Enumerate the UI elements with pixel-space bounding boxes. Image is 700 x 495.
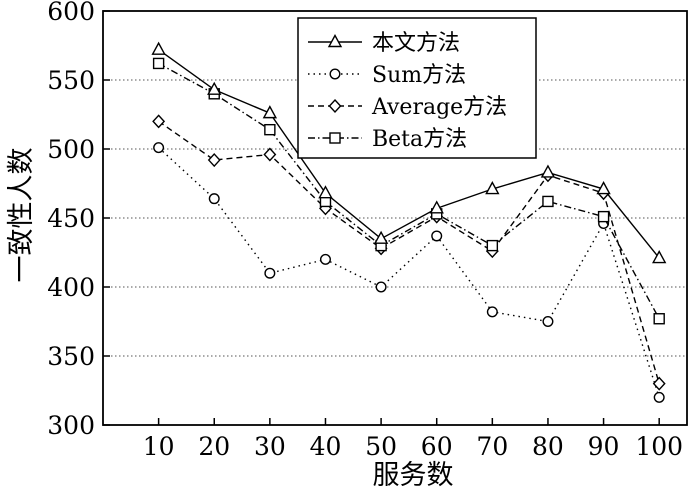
square-marker — [542, 195, 554, 208]
series-line — [158, 120, 660, 384]
y-tick-label: 400 — [47, 273, 95, 302]
x-tick-label: 80 — [532, 432, 564, 461]
tick-labels: 300 350 400 450 500 550 600 10 20 30 40 50 60 70 80 90 1… — [47, 0, 683, 461]
x-tick-label: 30 — [254, 432, 286, 461]
x-axis-label: 服务数 — [373, 460, 454, 491]
circle-marker — [486, 306, 498, 318]
circle-marker — [653, 391, 665, 403]
square-marker — [653, 313, 665, 325]
y-tick-label: 350 — [47, 342, 95, 371]
x-tick-label: 100 — [635, 432, 683, 461]
diamond-marker — [328, 98, 342, 114]
y-tick-label: 300 — [47, 411, 95, 440]
x-tick-label: 90 — [588, 432, 620, 461]
legend-item: 本文方法 — [308, 31, 460, 56]
triangle-marker — [652, 250, 667, 264]
diamond-marker — [263, 147, 277, 162]
circle-marker — [208, 193, 220, 205]
legend-label: 本文方法 — [372, 31, 460, 56]
y-tick-label: 550 — [47, 66, 95, 95]
y-axis-label: 一致性人数 — [6, 148, 37, 283]
y-tick-label: 600 — [47, 0, 95, 26]
diamond-marker — [652, 376, 666, 391]
x-tick-label: 10 — [143, 432, 175, 461]
circle-marker — [542, 316, 554, 328]
y-tick-label: 450 — [47, 204, 95, 233]
x-tick-label: 20 — [198, 432, 230, 461]
circle-marker — [264, 267, 276, 279]
x-tick-label: 50 — [365, 432, 397, 461]
triangle-marker — [485, 181, 500, 195]
triangle-marker — [151, 41, 166, 55]
legend-item: Beta方法 — [308, 127, 467, 152]
series-line — [158, 49, 660, 259]
legend: 本文方法 Sum方法 Average方法 Beta方法 — [297, 17, 537, 159]
legend-item: Sum方法 — [308, 63, 466, 88]
diamond-marker — [207, 153, 221, 168]
triangle-marker — [318, 185, 333, 199]
legend-item: Average方法 — [308, 95, 507, 120]
square-marker — [264, 123, 276, 136]
x-tick-label: 40 — [310, 432, 342, 461]
circle-marker — [153, 142, 165, 154]
x-tick-label: 60 — [421, 432, 453, 461]
diamond-marker — [152, 114, 166, 129]
circle-marker — [375, 281, 387, 293]
square-marker — [152, 57, 165, 70]
triangle-marker — [262, 105, 278, 119]
y-tick-label: 500 — [47, 135, 95, 164]
series-circle — [153, 142, 665, 403]
circle-marker — [431, 230, 443, 242]
series-line — [158, 62, 660, 320]
legend-label: Average方法 — [371, 95, 507, 120]
triangle-marker — [207, 81, 222, 95]
series-triangle — [151, 41, 667, 264]
triangle-marker — [429, 200, 444, 214]
series-layer — [151, 41, 667, 403]
circle-marker — [329, 68, 341, 80]
x-tick-label: 70 — [476, 432, 508, 461]
triangle-marker — [373, 230, 389, 244]
series-line — [158, 147, 660, 398]
triangle-marker — [540, 164, 556, 178]
legend-label: Beta方法 — [372, 127, 467, 152]
legend-label: Sum方法 — [372, 63, 466, 88]
square-marker — [597, 210, 610, 223]
square-marker — [329, 132, 341, 144]
circle-marker — [319, 253, 331, 265]
triangle-marker — [596, 181, 611, 195]
square-marker — [486, 239, 499, 252]
triangle-marker — [327, 34, 343, 48]
